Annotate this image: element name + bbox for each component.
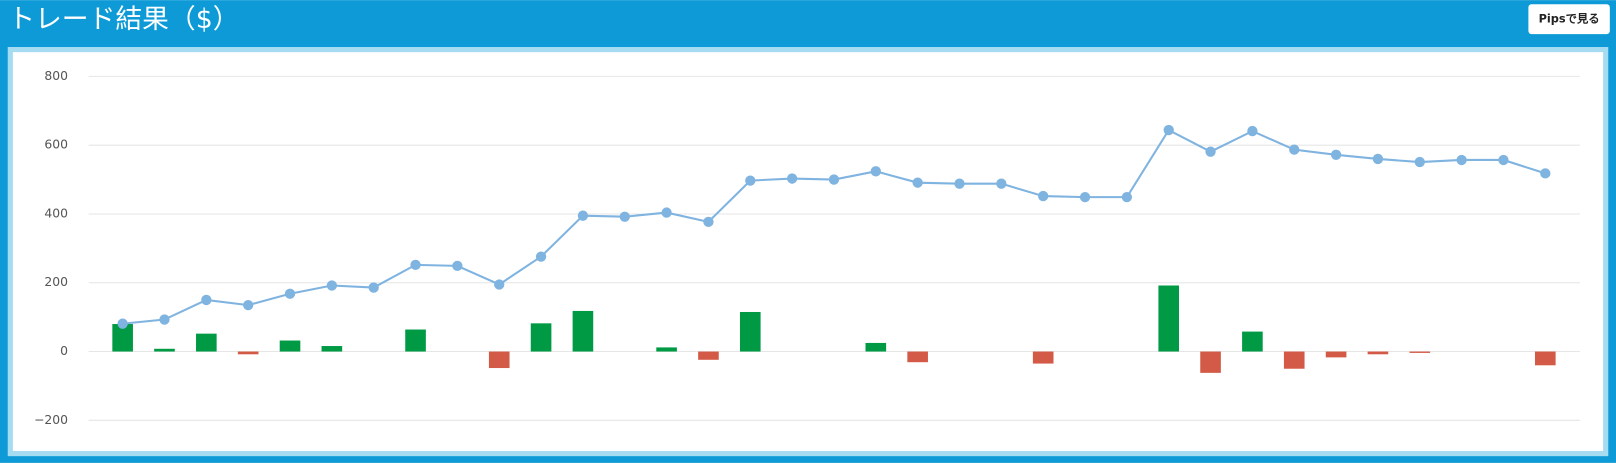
y-tick-label: −200 [34, 413, 68, 427]
bar [656, 347, 677, 352]
point [1205, 146, 1216, 157]
bar [1158, 285, 1180, 352]
point [1456, 154, 1467, 166]
point [1038, 190, 1049, 202]
bar [405, 329, 426, 352]
point [1289, 144, 1300, 155]
point [1121, 191, 1133, 203]
bar [237, 351, 259, 355]
bar [488, 351, 510, 369]
point [745, 175, 756, 186]
y-tick-label: 200 [44, 275, 68, 289]
y-tick-label: 400 [44, 206, 68, 220]
point [368, 282, 379, 293]
point [1079, 191, 1091, 203]
bar [112, 324, 133, 352]
point [1163, 124, 1174, 136]
chart-panel [7, 47, 1609, 457]
bar [1534, 351, 1556, 366]
y-tick-label: 800 [44, 69, 68, 83]
bar [572, 310, 594, 352]
point [201, 294, 212, 306]
point [828, 174, 840, 185]
point [954, 178, 965, 189]
y-tick-label: 600 [44, 138, 68, 152]
point [494, 279, 505, 290]
bar [739, 311, 761, 352]
bar [1325, 351, 1347, 358]
point [410, 259, 421, 271]
point [1330, 149, 1342, 160]
point [996, 178, 1007, 189]
point [703, 216, 714, 228]
point [870, 166, 881, 177]
bar [196, 333, 217, 352]
bar [1409, 351, 1431, 353]
point [535, 251, 547, 262]
header-title: トレード結果（$） [8, 4, 239, 35]
y-tick-label: 0 [60, 344, 68, 358]
bar [279, 340, 301, 352]
point [912, 177, 923, 188]
point [786, 173, 798, 184]
point [1247, 125, 1258, 137]
point [619, 211, 630, 222]
plot: −200 0 200 400 600 800 [34, 69, 1580, 427]
bar [1283, 351, 1305, 369]
point [1372, 153, 1384, 165]
point [117, 318, 128, 329]
bar [907, 351, 928, 363]
bar [1367, 351, 1389, 355]
bar [530, 323, 552, 352]
point [326, 280, 338, 291]
bar [698, 351, 719, 360]
pips-button[interactable] [1528, 4, 1610, 35]
bar [1200, 351, 1221, 373]
point [284, 288, 296, 299]
point [661, 207, 672, 218]
pips-button-label[interactable]: Pipsで見る [1539, 12, 1600, 26]
point [1540, 168, 1551, 179]
point [243, 299, 254, 311]
point [159, 314, 170, 325]
bar [1032, 351, 1054, 364]
point [1498, 154, 1509, 166]
bar [154, 348, 175, 352]
point [452, 260, 463, 272]
point [577, 210, 589, 221]
bar [321, 346, 343, 352]
bar [865, 342, 887, 352]
point [1414, 156, 1425, 168]
bar [1242, 331, 1263, 352]
